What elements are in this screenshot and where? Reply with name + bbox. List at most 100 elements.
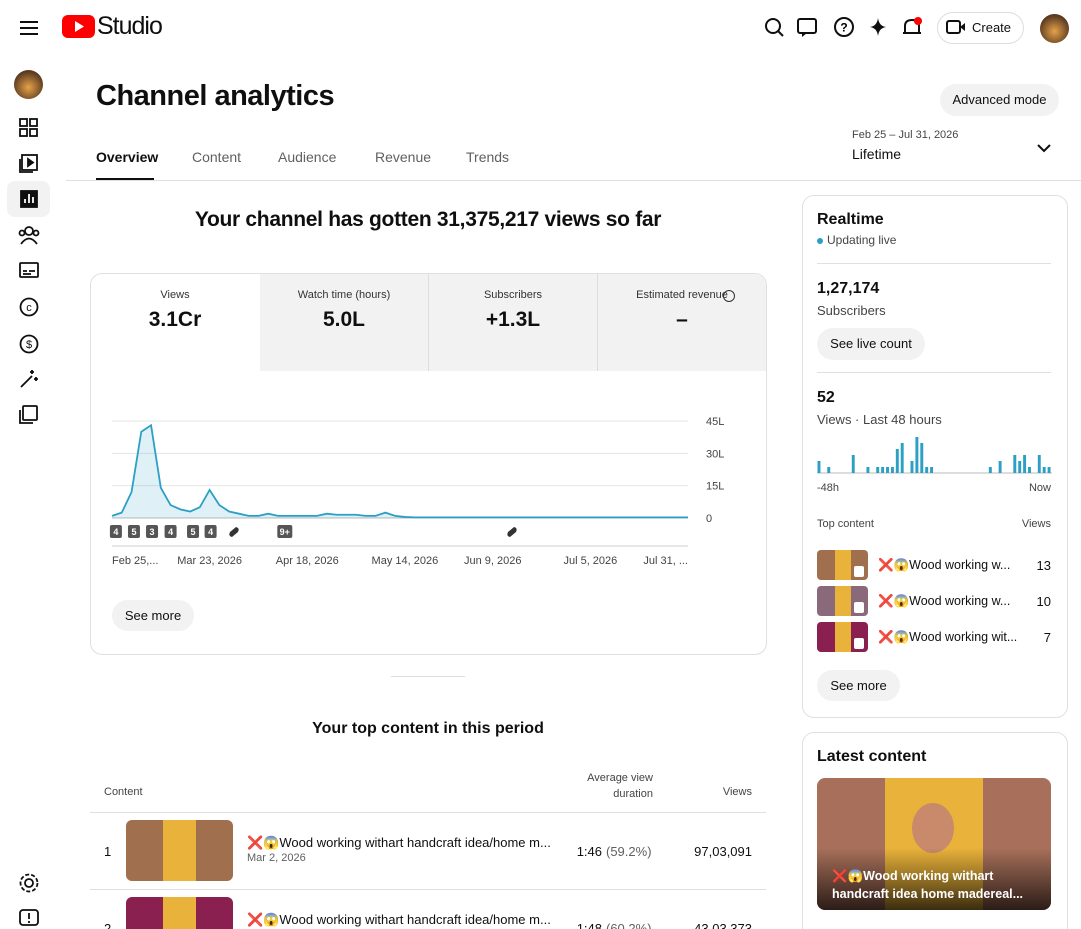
menu-icon[interactable] xyxy=(20,19,40,37)
latest-video-title[interactable]: ❌😱Wood working withart handcraft idea ho… xyxy=(832,869,1024,901)
bar xyxy=(827,467,831,473)
live-status: Updating live xyxy=(827,233,897,247)
nav-bottom-icons[interactable] xyxy=(18,872,40,928)
bar xyxy=(1028,467,1031,473)
row-divider xyxy=(90,812,766,813)
shorts-icon xyxy=(507,527,517,537)
subscriber-label: Subscribers xyxy=(817,303,886,318)
col-header: Average view duration xyxy=(587,772,653,800)
rank: 2 xyxy=(104,921,112,929)
divider xyxy=(817,263,1051,264)
clock-icon xyxy=(723,290,735,302)
bar xyxy=(988,467,992,473)
divider xyxy=(66,180,1081,181)
metric-label: Views xyxy=(160,289,190,301)
rt-views: 7 xyxy=(1043,630,1051,645)
rt-thumbnail xyxy=(817,550,868,580)
tab[interactable]: Audience xyxy=(278,149,337,165)
thumbnail xyxy=(126,820,233,881)
bar xyxy=(817,461,821,473)
metric-label: Watch time (hours) xyxy=(297,289,391,301)
live-count-button[interactable]: See live count xyxy=(817,328,925,360)
tab[interactable]: Overview xyxy=(96,149,159,165)
tab[interactable]: Content xyxy=(192,149,242,165)
bar xyxy=(1023,455,1027,473)
bar xyxy=(930,467,934,473)
thumb-shade xyxy=(817,848,1051,910)
badge-label: 4 xyxy=(168,527,173,537)
rt-title[interactable]: ❌😱Wood working wit... xyxy=(878,630,1018,644)
date-range: Feb 25 – Jul 31, 2026 xyxy=(852,129,959,141)
x-tick-label: Mar 23, 2026 xyxy=(177,555,242,567)
summary: Your channel has gotten 31,375,217 views… xyxy=(194,208,662,231)
shorts-badge xyxy=(854,566,864,577)
x-tick-label: Jun 9, 2026 xyxy=(464,555,521,567)
thumb-face xyxy=(912,803,954,853)
divider xyxy=(817,372,1051,373)
subscriber-count: 1,27,174 xyxy=(817,280,880,297)
channel-avatar[interactable] xyxy=(14,70,43,99)
rt-thumbnail xyxy=(817,622,868,652)
metric-value: 3.1Cr xyxy=(148,308,202,331)
period[interactable]: Lifetime xyxy=(852,146,902,162)
row-divider xyxy=(90,889,766,890)
rank: 1 xyxy=(104,844,112,859)
rt-end: Now xyxy=(1028,482,1051,494)
y-tick-label: 0 xyxy=(706,513,712,525)
nav-icons[interactable]: c $ xyxy=(18,117,40,427)
create-label[interactable]: Create xyxy=(972,20,1012,35)
metric-value: 5.0L xyxy=(322,308,366,331)
x-tick-label: Feb 25,... xyxy=(112,555,158,567)
rt-title[interactable]: ❌😱Wood working w... xyxy=(878,558,1011,572)
tab[interactable]: Revenue xyxy=(375,149,432,165)
page-title: Channel analytics xyxy=(96,80,335,112)
thumb-figure xyxy=(835,586,851,616)
header-icons: ? xyxy=(765,17,922,37)
duration: 1:48 xyxy=(576,921,602,929)
bar xyxy=(886,467,889,473)
latest-card xyxy=(802,732,1068,929)
advanced-mode-button[interactable]: Advanced mode xyxy=(940,84,1059,116)
shorts-badge xyxy=(854,602,864,613)
bar xyxy=(876,467,880,473)
thumb-figure xyxy=(835,622,851,652)
rt-title[interactable]: ❌😱Wood working w... xyxy=(878,594,1011,608)
video-date: Mar 2, 2026 xyxy=(247,852,306,864)
video-title[interactable]: ❌😱Wood working withart handcraft idea/ho… xyxy=(247,835,551,850)
rt-thumbnail xyxy=(817,586,868,616)
views: 97,03,091 xyxy=(694,844,752,859)
badge xyxy=(109,525,122,538)
metric-bg[interactable] xyxy=(429,274,598,371)
avatar[interactable] xyxy=(1040,14,1069,43)
badge xyxy=(204,525,217,538)
bar xyxy=(1042,467,1046,473)
metric-bg[interactable] xyxy=(598,274,766,371)
metric-bg[interactable] xyxy=(260,274,429,371)
svg-text:$: $ xyxy=(26,339,32,351)
percent: (60.2%) xyxy=(606,921,652,929)
latest-thumbnail[interactable]: ❌😱Wood working withart handcraft idea ho… xyxy=(817,778,1051,910)
tab[interactable]: Trends xyxy=(466,149,510,165)
bar xyxy=(910,461,914,473)
realtime-views: 52 xyxy=(817,389,835,406)
badge xyxy=(146,525,159,538)
bar xyxy=(890,467,894,473)
create-button[interactable] xyxy=(937,12,1024,44)
live-dot xyxy=(817,238,823,244)
rt-see-more[interactable]: See more xyxy=(817,670,900,701)
chart: 0 15L 30L 45L Feb 25,... Mar 23, 2026 Apr 18, … xyxy=(109,416,724,567)
bar xyxy=(998,461,1002,473)
bar xyxy=(1013,455,1017,473)
logo-text[interactable]: Studio xyxy=(97,12,163,40)
badge xyxy=(187,525,200,538)
badge xyxy=(127,525,140,538)
logo-icon[interactable] xyxy=(62,15,96,39)
badge-label: 5 xyxy=(191,527,196,537)
metric-value: – xyxy=(676,308,688,331)
line xyxy=(111,423,688,519)
badge xyxy=(164,525,177,538)
video-title[interactable]: ❌😱Wood working withart handcraft idea/ho… xyxy=(247,912,551,927)
see-more-button[interactable]: See more xyxy=(112,600,194,631)
dropdown-icon[interactable] xyxy=(1036,142,1052,154)
bar xyxy=(881,467,885,473)
